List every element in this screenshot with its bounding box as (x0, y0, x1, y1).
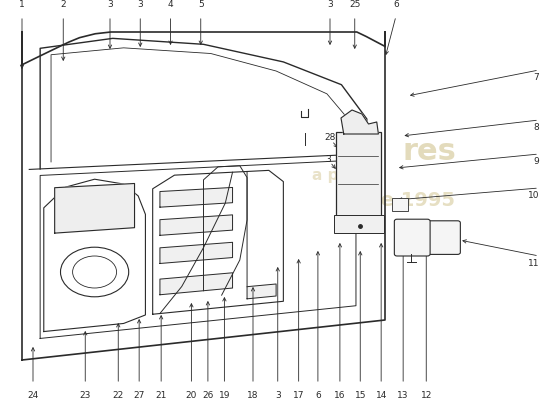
Text: 24: 24 (28, 391, 38, 400)
FancyBboxPatch shape (392, 198, 408, 211)
Polygon shape (247, 284, 276, 299)
Text: 26: 26 (202, 391, 213, 400)
Text: 18: 18 (248, 391, 258, 400)
Text: 15: 15 (355, 391, 366, 400)
Text: 7: 7 (534, 73, 539, 82)
Polygon shape (160, 215, 233, 235)
Text: 21: 21 (156, 391, 167, 400)
Text: 12: 12 (421, 391, 432, 400)
Text: 3: 3 (326, 156, 331, 164)
Text: 25: 25 (349, 0, 360, 9)
Text: 14: 14 (376, 391, 387, 400)
Text: 8: 8 (534, 123, 539, 132)
Text: res: res (402, 138, 456, 166)
Text: 6: 6 (393, 0, 399, 9)
Text: 28: 28 (324, 134, 336, 142)
Text: 17: 17 (293, 391, 304, 400)
Text: 3: 3 (275, 391, 280, 400)
Text: 27: 27 (134, 391, 145, 400)
Polygon shape (54, 184, 135, 233)
Text: 11: 11 (527, 259, 539, 268)
Text: 23: 23 (80, 391, 91, 400)
Polygon shape (160, 273, 233, 295)
Text: 4: 4 (168, 0, 173, 9)
Text: 13: 13 (398, 391, 409, 400)
FancyBboxPatch shape (394, 219, 430, 256)
FancyBboxPatch shape (334, 215, 384, 233)
Text: 5: 5 (198, 0, 204, 9)
Text: 22: 22 (113, 391, 124, 400)
Text: 2: 2 (60, 0, 66, 9)
Polygon shape (341, 110, 378, 134)
Text: 19: 19 (219, 391, 230, 400)
Text: 1: 1 (19, 0, 25, 9)
Polygon shape (160, 242, 233, 264)
Text: 10: 10 (527, 191, 539, 200)
Text: 3: 3 (107, 0, 113, 9)
FancyBboxPatch shape (427, 221, 460, 254)
Text: 16: 16 (334, 391, 345, 400)
Text: a pa: a pa (311, 168, 349, 184)
Text: 3: 3 (138, 0, 143, 9)
FancyBboxPatch shape (336, 132, 381, 220)
Text: 3: 3 (327, 0, 333, 9)
Text: 9: 9 (534, 157, 539, 166)
Polygon shape (160, 188, 233, 207)
Text: 20: 20 (186, 391, 197, 400)
Text: since 1995: since 1995 (337, 190, 455, 210)
Text: 6: 6 (315, 391, 321, 400)
